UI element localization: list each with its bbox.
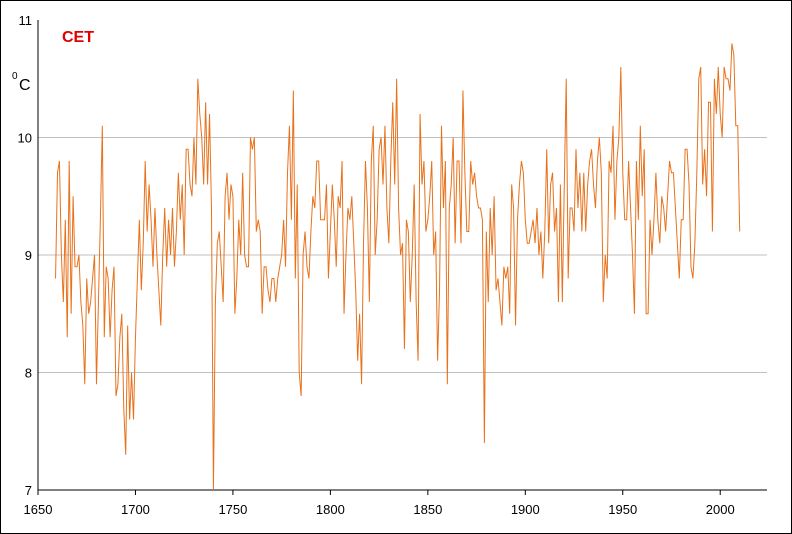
x-tick-label: 1900 <box>511 502 540 517</box>
chart-title: CET <box>62 29 94 46</box>
y-tick-label: 8 <box>25 366 32 381</box>
y-tick-label: 7 <box>25 483 32 498</box>
y-tick-label: 10 <box>18 131 32 146</box>
x-tick-label: 1800 <box>316 502 345 517</box>
data-line <box>55 43 741 491</box>
x-tick-label: 1850 <box>413 502 442 517</box>
x-tick-label: 1950 <box>608 502 637 517</box>
y-axis-label: C <box>19 77 31 94</box>
x-tick-label: 2000 <box>706 502 735 517</box>
x-tick-label: 1650 <box>24 502 53 517</box>
y-tick-label: 9 <box>25 248 32 263</box>
y-axis-label-degree: 0 <box>12 71 18 82</box>
x-tick-label: 1750 <box>218 502 247 517</box>
x-tick-label: 1700 <box>121 502 150 517</box>
y-tick-label: 11 <box>19 13 33 28</box>
